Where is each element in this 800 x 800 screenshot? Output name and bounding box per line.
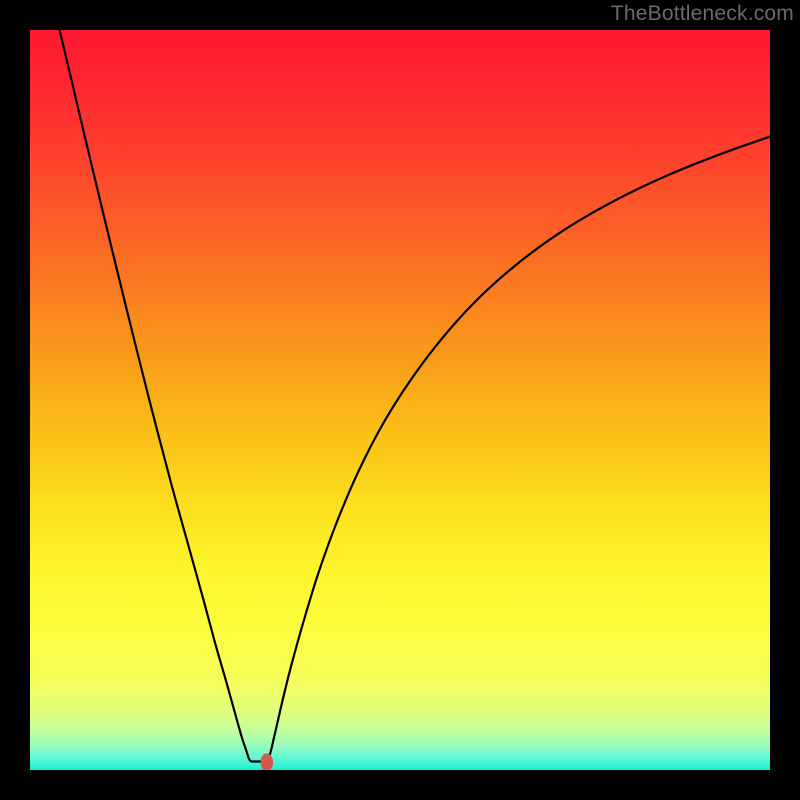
watermark-text: TheBottleneck.com <box>611 2 794 26</box>
figure-root: TheBottleneck.com <box>0 0 800 800</box>
optimum-marker <box>261 753 274 771</box>
bottleneck-curve <box>60 30 770 762</box>
chart-svg <box>0 0 800 800</box>
